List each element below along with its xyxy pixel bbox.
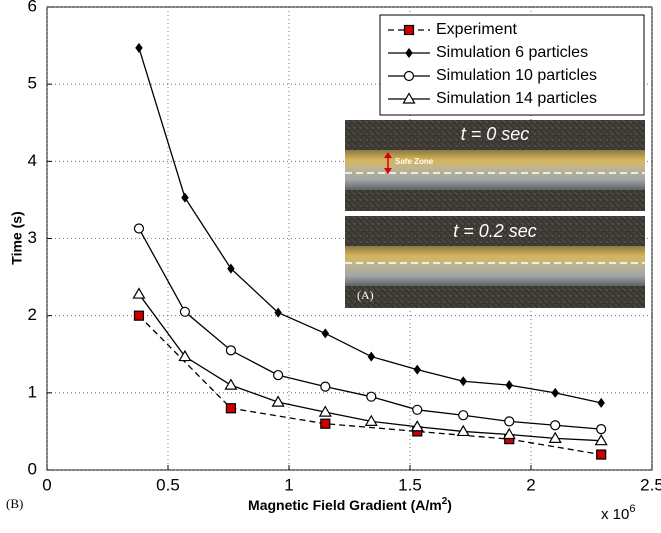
inset-photo: t = 0 sec Safe Zone t = 0.2 sec (A): [345, 120, 645, 308]
legend-marker: [403, 70, 415, 82]
marker: [551, 387, 559, 398]
marker: [456, 424, 470, 437]
y-tick-label: 4: [28, 151, 37, 170]
marker: [135, 42, 143, 53]
marker: [179, 306, 191, 317]
marker: [367, 351, 376, 362]
panel-label: (B): [6, 496, 23, 511]
marker: [505, 380, 513, 391]
marker: [133, 223, 145, 234]
x-tick-label: 2: [526, 475, 535, 494]
x-tick-label: 0: [42, 475, 51, 494]
marker: [458, 410, 469, 421]
marker: [178, 349, 192, 362]
x-multiplier: x 106: [601, 503, 635, 523]
marker: [273, 369, 284, 381]
y-tick-label: 2: [28, 305, 37, 324]
x-tick-label: 1: [284, 475, 293, 494]
marker: [366, 391, 377, 402]
x-multiplier-base: x 10: [601, 506, 629, 523]
marker: [412, 404, 423, 415]
marker: [271, 395, 285, 407]
tube-top: [345, 150, 645, 190]
marker: [320, 381, 331, 392]
y-axis-label: Time (s): [9, 211, 25, 264]
marker: [318, 405, 332, 417]
legend-label: Experiment: [436, 21, 517, 38]
x-axis-label-end: ): [447, 497, 452, 513]
marker: [133, 310, 145, 321]
marker: [181, 192, 189, 203]
marker: [594, 433, 608, 446]
safe-arrow-heads: [384, 152, 392, 174]
marker: [227, 263, 235, 274]
y-tick-label: 0: [28, 459, 37, 478]
y-tick-label: 5: [28, 74, 37, 93]
marker: [596, 449, 607, 460]
x-tick-label: 0.5: [156, 475, 180, 494]
marker: [225, 345, 237, 356]
y-tick-label: 3: [28, 228, 37, 247]
marker: [274, 307, 282, 318]
marker: [224, 378, 238, 390]
legend-box: [379, 14, 645, 116]
marker: [225, 403, 237, 414]
marker: [413, 364, 422, 375]
series-line: [138, 315, 602, 456]
x-axis-label: Magnetic Field Gradient (A/m2): [248, 496, 452, 513]
marker: [459, 376, 467, 387]
marker: [596, 424, 607, 435]
y-tick-label: 1: [28, 382, 37, 401]
inset-bottom-label: t = 0.2 sec: [453, 221, 537, 241]
y-tick-label: 6: [28, 0, 37, 15]
inset-top-label: t = 0 sec: [461, 124, 530, 144]
marker: [321, 328, 330, 339]
x-axis-label-text: Magnetic Field Gradient (A/m: [248, 497, 442, 513]
marker: [320, 418, 331, 429]
legend-marker: [405, 48, 413, 58]
marker: [548, 431, 562, 443]
marker: [550, 420, 561, 431]
legend-label: Simulation 14 particles: [436, 90, 597, 107]
inset-separator: [345, 211, 645, 216]
x-tick-label: 2.5: [640, 475, 661, 494]
x-tick-label: 1.5: [398, 475, 422, 494]
x-axis-label-sup: 2: [442, 496, 448, 507]
marker: [410, 420, 424, 432]
legend-marker: [403, 24, 415, 36]
marker: [132, 287, 146, 299]
marker: [597, 397, 605, 408]
x-multiplier-exp: 6: [629, 503, 635, 515]
marker: [502, 427, 516, 440]
tube-bottom: [345, 246, 645, 286]
marker: [504, 416, 515, 427]
legend-label: Simulation 6 particles: [436, 44, 588, 61]
inset-zone-label: Safe Zone: [395, 157, 434, 166]
inset-panel-label: (A): [357, 288, 374, 302]
legend-label: Simulation 10 particles: [436, 67, 597, 84]
marker: [364, 414, 378, 426]
legend-marker: [402, 92, 416, 104]
